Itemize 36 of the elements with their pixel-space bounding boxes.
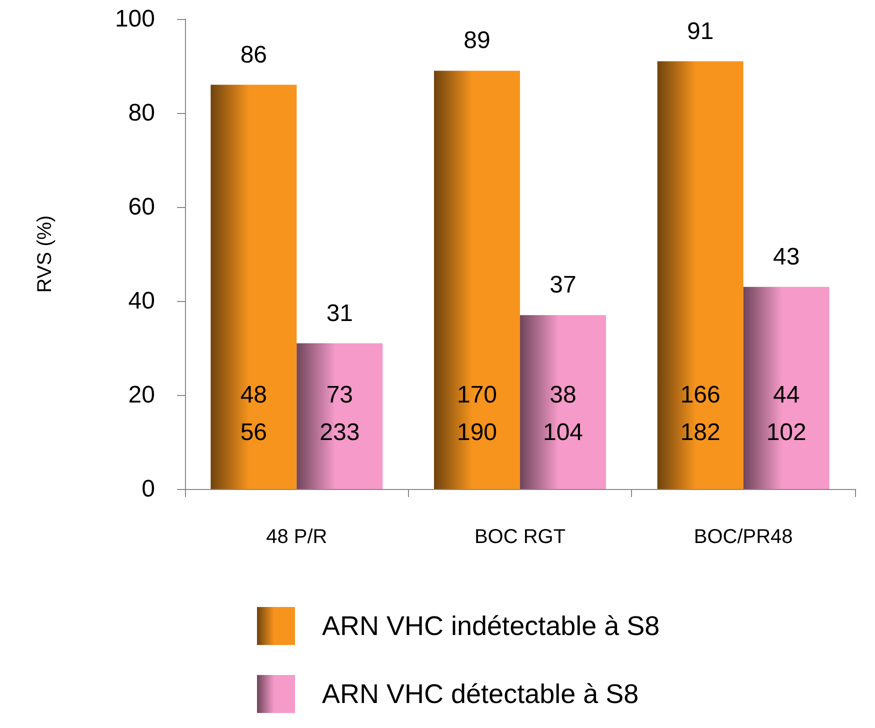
y-tick-label: 80 [128,100,155,126]
annotation: 182 [680,419,720,446]
bar [434,70,520,489]
x-tick-label: BOC/PR48 [694,526,793,548]
data-label: 91 [686,18,714,45]
data-label: 37 [550,272,576,299]
data-label: 43 [772,243,800,270]
bar [520,315,606,489]
legend-label: ARN VHC indétectable à S8 [322,611,660,641]
annotation: 73 [326,382,354,408]
bar [657,61,744,489]
data-label: 31 [326,300,354,327]
y-axis-title: RVS (%) [34,215,56,293]
annotation: 38 [550,382,576,408]
y-tick-label: 100 [114,6,155,32]
data-label: 86 [240,41,268,68]
bar [210,84,297,489]
annotation: 56 [240,419,268,446]
annotation: 190 [456,419,498,446]
y-tick-label: 0 [142,476,155,502]
data-label: 89 [464,27,490,54]
annotation: 48 [240,382,268,408]
annotation: 166 [680,382,720,408]
x-tick-label: 48 P/R [266,526,328,548]
bar [296,343,383,489]
legend-label: ARN VHC détectable à S8 [322,679,639,709]
y-tick-label: 40 [128,288,155,314]
y-tick-label: 60 [128,194,155,220]
annotation: 44 [772,382,800,408]
y-tick-label: 20 [128,382,155,408]
bar [743,286,830,489]
annotation: 170 [456,382,498,408]
annotation: 104 [542,419,584,446]
x-tick-label: BOC RGT [474,526,566,548]
annotation: 233 [320,419,360,446]
annotation: 102 [766,419,806,446]
